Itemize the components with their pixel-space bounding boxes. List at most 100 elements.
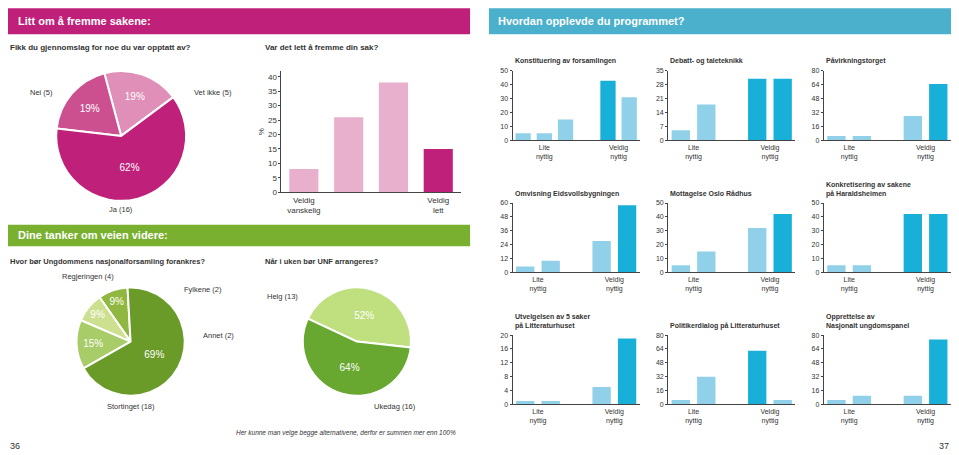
svg-text:Helg (13): Helg (13) xyxy=(267,292,298,301)
svg-text:62%: 62% xyxy=(120,162,140,173)
svg-text:14: 14 xyxy=(656,109,664,116)
svg-text:64: 64 xyxy=(811,81,819,88)
svg-text:Litenyttig: Litenyttig xyxy=(841,276,858,293)
svg-text:8: 8 xyxy=(504,373,508,380)
svg-text:69%: 69% xyxy=(144,349,164,360)
svg-text:Veldignyttig: Veldignyttig xyxy=(916,408,935,425)
svg-text:Veldignyttig: Veldignyttig xyxy=(609,144,628,161)
svg-text:16: 16 xyxy=(500,345,508,352)
svg-text:4: 4 xyxy=(504,387,508,394)
svg-text:19%: 19% xyxy=(80,103,100,114)
svg-text:20: 20 xyxy=(500,109,508,116)
svg-text:35: 35 xyxy=(268,87,277,96)
svg-text:Regjeringen (4): Regjeringen (4) xyxy=(62,272,114,281)
svg-text:Nei (5): Nei (5) xyxy=(30,88,53,97)
svg-text:Litenyttig: Litenyttig xyxy=(685,144,702,161)
svg-text:0: 0 xyxy=(660,269,664,276)
svg-text:Hvordan opplevde du programmet: Hvordan opplevde du programmet? xyxy=(498,15,685,27)
svg-text:30: 30 xyxy=(500,95,508,102)
svg-text:36: 36 xyxy=(500,227,508,234)
svg-text:15: 15 xyxy=(268,145,277,154)
svg-text:48: 48 xyxy=(656,359,664,366)
svg-text:35: 35 xyxy=(656,67,664,74)
svg-text:48: 48 xyxy=(500,213,508,220)
svg-text:30: 30 xyxy=(268,101,277,110)
svg-text:48: 48 xyxy=(811,95,819,102)
svg-text:15%: 15% xyxy=(83,338,103,349)
svg-text:0: 0 xyxy=(272,188,277,197)
svg-text:32: 32 xyxy=(656,373,664,380)
svg-text:28: 28 xyxy=(656,81,664,88)
svg-text:30: 30 xyxy=(656,227,664,234)
svg-text:Vet ikke (5): Vet ikke (5) xyxy=(194,88,232,97)
svg-text:10: 10 xyxy=(811,255,819,262)
svg-text:16: 16 xyxy=(811,123,819,130)
svg-text:Veldigvanskelig: Veldigvanskelig xyxy=(287,196,320,215)
svg-text:Annet (2): Annet (2) xyxy=(203,331,234,340)
svg-text:Litenyttig: Litenyttig xyxy=(685,408,702,425)
svg-text:52%: 52% xyxy=(354,310,374,321)
svg-text:21: 21 xyxy=(656,95,664,102)
svg-text:9%: 9% xyxy=(109,296,124,307)
svg-text:Her kunne man velge begge alte: Her kunne man velge begge alternativene,… xyxy=(236,429,456,437)
svg-text:16: 16 xyxy=(811,387,819,394)
svg-text:Konkretisering av sakenepå Har: Konkretisering av sakenepå Haraldsheimen xyxy=(826,181,911,198)
svg-text:20: 20 xyxy=(500,332,508,339)
svg-text:Konstituering av forsamlingen: Konstituering av forsamlingen xyxy=(515,57,616,65)
svg-text:%: % xyxy=(257,128,266,135)
svg-text:Ja (16): Ja (16) xyxy=(109,205,133,214)
svg-text:Litt om å fremme sakene:: Litt om å fremme sakene: xyxy=(18,15,151,27)
svg-text:Veldignyttig: Veldignyttig xyxy=(605,408,624,425)
svg-text:Hvor bør Ungdommens nasjonalfo: Hvor bør Ungdommens nasjonalforsamling f… xyxy=(10,257,205,266)
svg-text:10: 10 xyxy=(500,123,508,130)
svg-text:Veldignyttig: Veldignyttig xyxy=(760,408,779,425)
svg-text:0: 0 xyxy=(504,401,508,408)
svg-text:60: 60 xyxy=(500,199,508,206)
svg-text:48: 48 xyxy=(811,359,819,366)
svg-text:0: 0 xyxy=(504,137,508,144)
svg-text:0: 0 xyxy=(815,401,819,408)
svg-text:Litenyttig: Litenyttig xyxy=(841,408,858,425)
svg-text:12: 12 xyxy=(500,359,508,366)
svg-text:Dine tanker om veien videre:: Dine tanker om veien videre: xyxy=(18,229,168,241)
svg-text:0: 0 xyxy=(815,137,819,144)
svg-text:20: 20 xyxy=(811,241,819,248)
svg-text:Veldiglett: Veldiglett xyxy=(427,196,449,215)
svg-text:80: 80 xyxy=(811,67,819,74)
svg-text:30: 30 xyxy=(811,227,819,234)
svg-text:16: 16 xyxy=(656,387,664,394)
svg-text:9%: 9% xyxy=(90,309,105,320)
svg-text:10: 10 xyxy=(656,255,664,262)
svg-text:Fylkene (2): Fylkene (2) xyxy=(184,285,222,294)
svg-text:Litenyttig: Litenyttig xyxy=(530,276,547,293)
svg-text:80: 80 xyxy=(656,332,664,339)
svg-text:Litenyttig: Litenyttig xyxy=(685,276,702,293)
svg-text:Veldignyttig: Veldignyttig xyxy=(916,276,935,293)
svg-text:Stortinget (18): Stortinget (18) xyxy=(107,402,155,411)
svg-text:50: 50 xyxy=(500,67,508,74)
svg-text:24: 24 xyxy=(500,241,508,248)
svg-text:0: 0 xyxy=(815,269,819,276)
svg-text:25: 25 xyxy=(268,116,277,125)
svg-text:32: 32 xyxy=(811,109,819,116)
svg-text:20: 20 xyxy=(656,241,664,248)
svg-text:Litenyttig: Litenyttig xyxy=(841,144,858,161)
svg-text:12: 12 xyxy=(500,255,508,262)
svg-text:Omvisning Eidsvollsbygningen: Omvisning Eidsvollsbygningen xyxy=(515,190,619,198)
svg-text:Veldignyttig: Veldignyttig xyxy=(605,276,624,293)
svg-text:32: 32 xyxy=(811,373,819,380)
svg-text:Veldignyttig: Veldignyttig xyxy=(760,276,779,293)
svg-text:40: 40 xyxy=(268,73,277,82)
svg-text:Mottagelse Oslo Rådhus: Mottagelse Oslo Rådhus xyxy=(670,190,752,198)
svg-text:0: 0 xyxy=(504,269,508,276)
svg-text:Påvirkningstorget: Påvirkningstorget xyxy=(826,57,886,65)
svg-text:50: 50 xyxy=(811,199,819,206)
svg-text:80: 80 xyxy=(811,332,819,339)
svg-text:37: 37 xyxy=(939,441,949,451)
svg-text:Litenyttig: Litenyttig xyxy=(530,408,547,425)
svg-text:0: 0 xyxy=(660,401,664,408)
svg-text:40: 40 xyxy=(500,81,508,88)
svg-text:Veldignyttig: Veldignyttig xyxy=(760,144,779,161)
svg-text:40: 40 xyxy=(811,213,819,220)
svg-text:Opprettelse avNasjonalt ungdom: Opprettelse avNasjonalt ungdomspanel xyxy=(826,313,909,330)
